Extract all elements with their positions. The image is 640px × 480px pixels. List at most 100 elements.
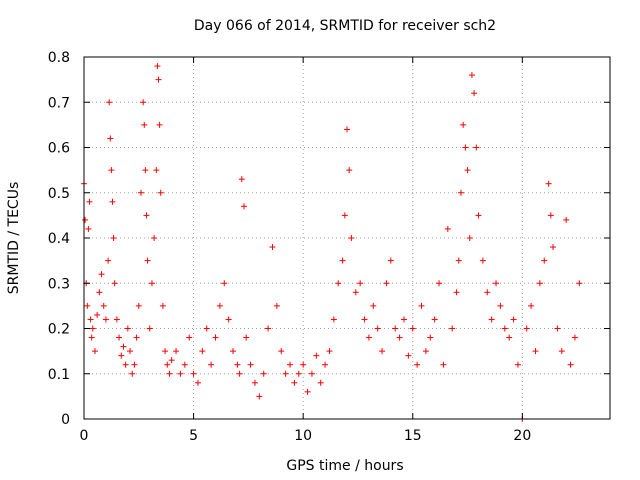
data-point	[464, 167, 471, 174]
data-point	[427, 334, 434, 341]
data-point	[473, 144, 480, 151]
data-point	[199, 348, 206, 355]
data-point	[87, 316, 94, 323]
data-point	[300, 361, 307, 368]
data-point	[392, 325, 399, 332]
data-point	[405, 352, 412, 359]
data-point	[344, 126, 350, 133]
data-point	[166, 370, 173, 377]
data-point	[484, 289, 491, 296]
data-point	[453, 289, 460, 296]
data-point	[455, 257, 462, 264]
data-point	[216, 302, 223, 309]
data-point	[129, 370, 136, 377]
data-point	[142, 167, 149, 174]
data-point	[238, 176, 245, 183]
data-point	[365, 334, 372, 341]
data-point	[440, 361, 447, 368]
data-point	[173, 348, 180, 355]
data-point	[162, 348, 169, 355]
data-point	[221, 280, 228, 287]
data-point	[141, 121, 148, 128]
x-axis-label: GPS time / hours	[286, 458, 403, 474]
chart-title: Day 066 of 2014, SRMTID for receiver sch…	[194, 18, 496, 34]
data-point	[96, 289, 103, 296]
data-point	[400, 316, 407, 323]
data-point	[146, 325, 153, 332]
points-layer	[81, 63, 583, 422]
tick-labels: 0 5 10 15 20 0 0.1 0.2 0.3 0.4 0.5 0.6 0.7 0.8	[48, 50, 532, 444]
data-point	[194, 379, 201, 386]
data-point	[212, 334, 219, 341]
data-point	[131, 361, 138, 368]
data-point	[506, 334, 513, 341]
data-point	[418, 302, 425, 309]
data-point	[102, 316, 109, 323]
data-point	[251, 379, 258, 386]
data-point	[471, 90, 478, 97]
data-point	[501, 325, 508, 332]
data-point	[111, 280, 118, 287]
data-point	[352, 289, 359, 296]
data-point	[98, 271, 105, 278]
y-tick-label: 0.2	[48, 322, 70, 338]
data-point	[203, 325, 210, 332]
x-tick-label: 0	[80, 428, 89, 444]
data-point	[186, 334, 193, 341]
data-point	[431, 316, 438, 323]
data-point	[230, 348, 237, 355]
data-point	[157, 189, 164, 196]
data-point	[422, 348, 429, 355]
data-point	[313, 352, 320, 359]
data-point	[547, 212, 554, 219]
data-point	[106, 99, 113, 106]
data-point	[82, 216, 89, 223]
data-point	[322, 361, 329, 368]
data-point	[550, 244, 557, 251]
data-point	[357, 280, 364, 287]
data-point	[460, 121, 467, 128]
data-point	[567, 361, 574, 368]
data-point	[85, 225, 92, 232]
data-point	[265, 325, 272, 332]
data-point	[190, 370, 197, 377]
data-point	[116, 334, 123, 341]
data-point	[468, 72, 475, 79]
data-point	[133, 334, 140, 341]
data-point	[493, 280, 500, 287]
data-point	[383, 280, 390, 287]
data-point	[571, 334, 578, 341]
data-point	[151, 235, 158, 241]
data-point	[247, 361, 254, 368]
data-point	[576, 280, 583, 287]
x-tick-label: 5	[189, 428, 198, 444]
data-point	[109, 198, 116, 205]
data-point	[120, 343, 127, 350]
data-point	[326, 348, 333, 355]
y-tick-label: 0.7	[48, 95, 70, 111]
data-point	[317, 379, 324, 386]
data-point	[127, 348, 134, 355]
ticks-layer	[83, 56, 610, 420]
data-point	[409, 325, 416, 332]
data-point	[335, 280, 342, 287]
data-point	[387, 257, 394, 264]
data-point	[444, 225, 451, 232]
data-point	[105, 257, 112, 264]
y-tick-label: 0.4	[48, 231, 70, 247]
data-point	[159, 302, 166, 309]
data-point	[348, 235, 355, 241]
data-point	[370, 302, 377, 309]
data-point	[532, 348, 539, 355]
data-point	[475, 212, 482, 219]
data-point	[554, 325, 561, 332]
data-point	[528, 302, 535, 309]
data-point	[330, 316, 337, 323]
y-tick-label: 0.3	[48, 276, 70, 292]
data-point	[462, 144, 469, 151]
data-point	[287, 361, 294, 368]
data-point	[449, 325, 456, 332]
data-point	[84, 302, 91, 309]
data-point	[208, 361, 215, 368]
